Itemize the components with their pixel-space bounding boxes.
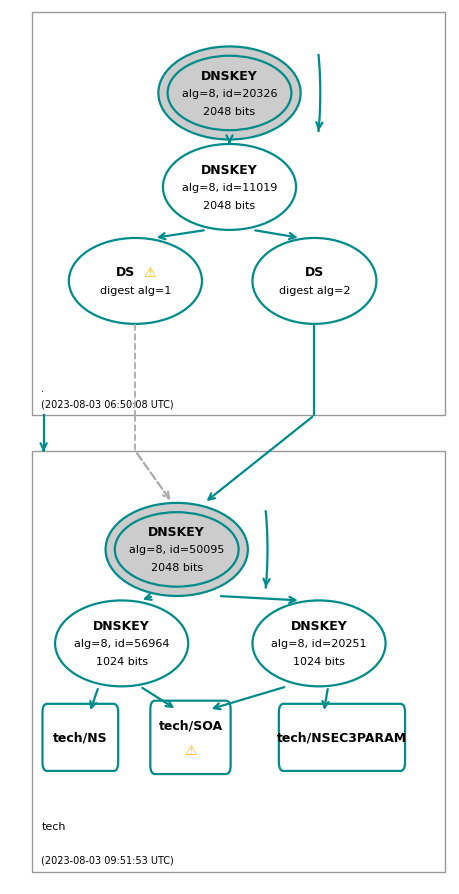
Text: DNSKEY: DNSKEY [93, 620, 150, 632]
Text: .: . [41, 384, 45, 393]
FancyBboxPatch shape [279, 704, 405, 771]
Text: 1024 bits: 1024 bits [293, 656, 345, 667]
Text: ⚠: ⚠ [184, 743, 197, 757]
Text: tech/SOA: tech/SOA [158, 719, 223, 731]
Text: DNSKEY: DNSKEY [148, 526, 205, 538]
Text: tech/NS: tech/NS [53, 731, 108, 744]
Ellipse shape [69, 239, 202, 325]
FancyBboxPatch shape [32, 13, 445, 416]
Ellipse shape [252, 239, 376, 325]
Text: tech/NSEC3PARAM: tech/NSEC3PARAM [277, 731, 407, 744]
FancyBboxPatch shape [42, 704, 118, 771]
Text: 2048 bits: 2048 bits [203, 106, 256, 117]
Text: alg=8, id=50095: alg=8, id=50095 [129, 544, 224, 555]
Ellipse shape [163, 145, 296, 231]
Text: (2023-08-03 06:50:08 UTC): (2023-08-03 06:50:08 UTC) [41, 399, 174, 409]
Text: DNSKEY: DNSKEY [201, 70, 258, 82]
Ellipse shape [252, 601, 386, 687]
Text: DNSKEY: DNSKEY [201, 164, 258, 176]
FancyBboxPatch shape [151, 701, 231, 774]
Text: 2048 bits: 2048 bits [151, 562, 203, 573]
Text: DNSKEY: DNSKEY [291, 620, 347, 632]
Text: tech: tech [41, 822, 66, 831]
FancyBboxPatch shape [32, 451, 445, 872]
Ellipse shape [158, 47, 301, 140]
Text: ⚠: ⚠ [143, 266, 156, 280]
Text: (2023-08-03 09:51:53 UTC): (2023-08-03 09:51:53 UTC) [41, 855, 174, 864]
Text: digest alg=2: digest alg=2 [279, 285, 350, 296]
Ellipse shape [55, 601, 188, 687]
Ellipse shape [106, 503, 248, 596]
Text: alg=8, id=11019: alg=8, id=11019 [182, 182, 277, 193]
Text: DS: DS [305, 266, 324, 279]
Text: digest alg=1: digest alg=1 [100, 285, 171, 296]
Text: alg=8, id=20326: alg=8, id=20326 [182, 89, 277, 99]
Text: 2048 bits: 2048 bits [203, 200, 256, 211]
Text: alg=8, id=20251: alg=8, id=20251 [271, 638, 367, 649]
Text: DS: DS [116, 266, 135, 279]
Text: 1024 bits: 1024 bits [95, 656, 148, 667]
Text: alg=8, id=56964: alg=8, id=56964 [74, 638, 169, 649]
